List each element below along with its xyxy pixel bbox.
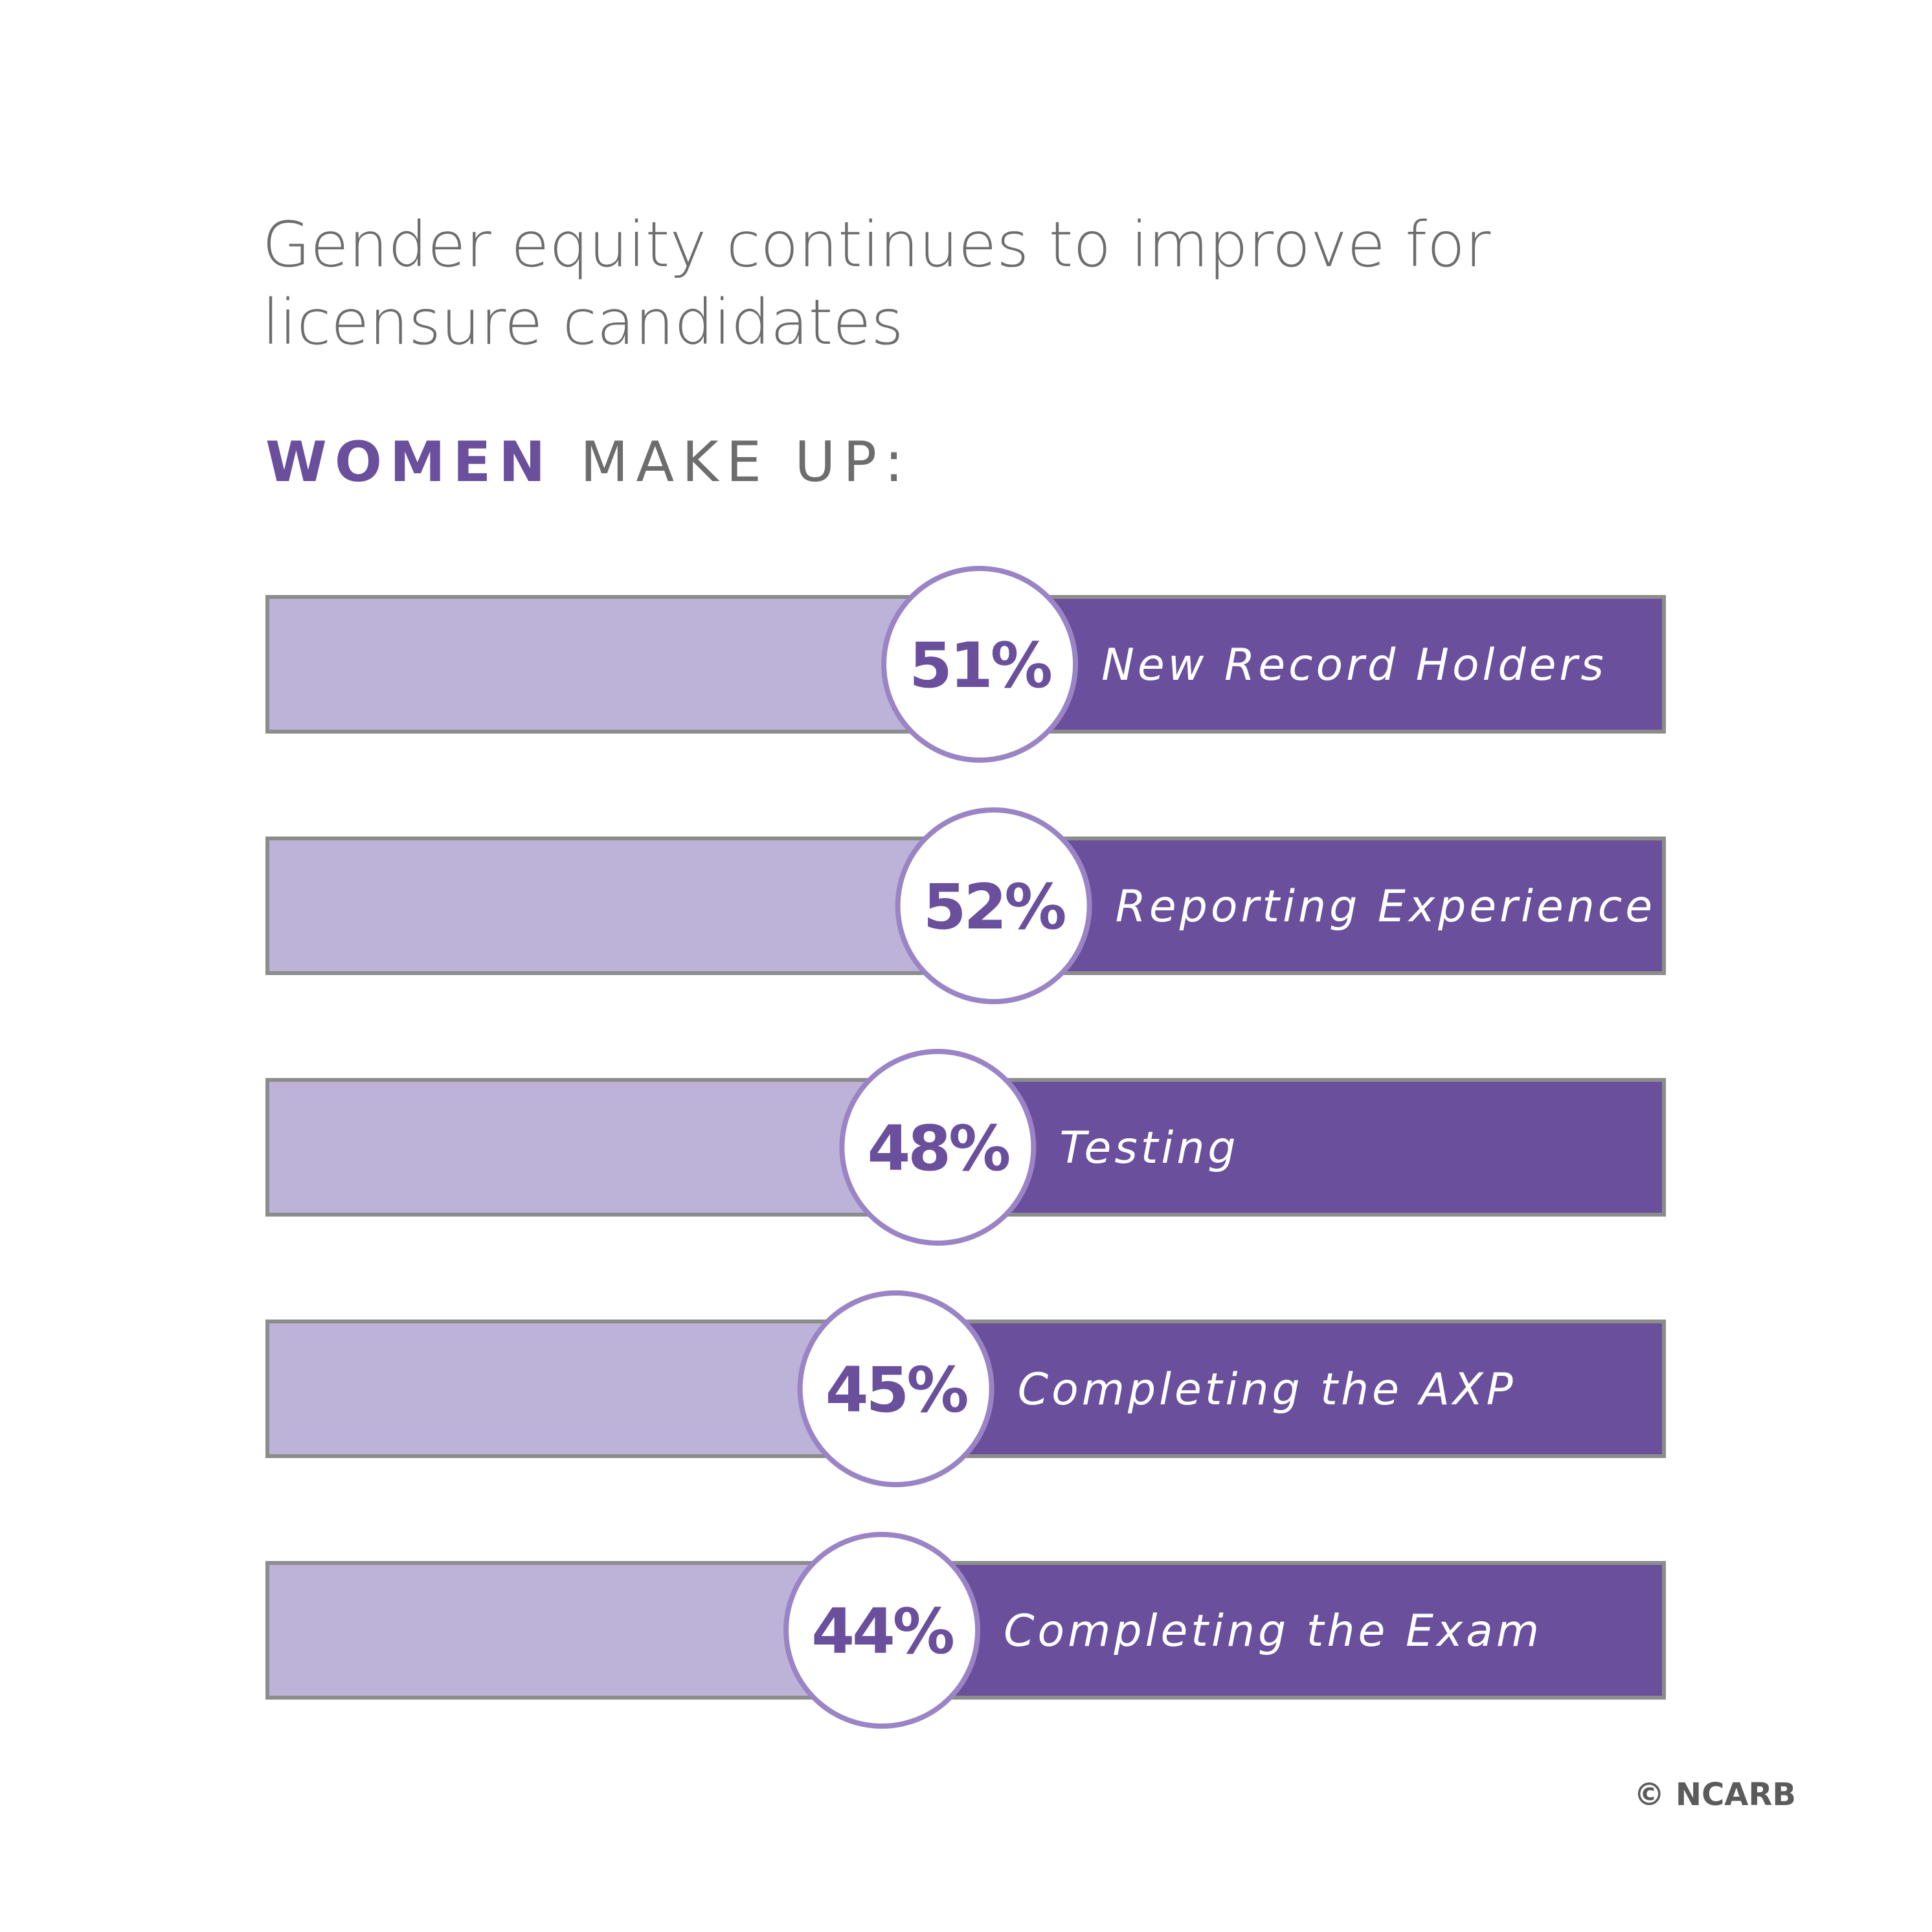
bar-row: 52% Reporting Experience <box>265 807 1666 1004</box>
value-circle <box>839 1049 1037 1246</box>
category-label: Reporting Experience <box>1116 881 1656 932</box>
bar-women <box>938 1080 1664 1215</box>
bar-row: 44% Completing the Exam <box>265 1532 1666 1729</box>
value-circle <box>797 1290 994 1487</box>
category-label: Completing the Exam <box>1004 1606 1542 1657</box>
category-label: New Record Holders <box>1101 640 1607 691</box>
category-label: Completing the AXP <box>1018 1364 1516 1415</box>
value-label: 51% <box>909 629 1051 702</box>
category-label: Testing <box>1059 1123 1239 1174</box>
bar-women <box>895 1321 1664 1456</box>
subheading-accent: WOMEN <box>265 430 554 495</box>
bar-row: 48% Testing <box>265 1049 1666 1246</box>
bar-outline <box>265 1561 1666 1700</box>
chart-title: Gender equity continues to improve for l… <box>262 208 1491 359</box>
value-label: 52% <box>923 871 1066 943</box>
bar-women <box>993 838 1664 973</box>
subheading-rest: MAKE UP: <box>580 430 912 495</box>
value-label: 45% <box>826 1354 968 1426</box>
value-label: 48% <box>867 1112 1009 1185</box>
bar-row: 51% New Record Holders <box>265 566 1666 763</box>
value-circle <box>881 566 1079 763</box>
copyright-credit: © NCARB <box>1634 1777 1796 1813</box>
bar-row: 45% Completing the AXP <box>265 1290 1666 1487</box>
chart-subheading: WOMEN MAKE UP: <box>265 429 911 496</box>
value-circle <box>895 807 1092 1004</box>
value-label: 44% <box>811 1595 954 1668</box>
value-circle <box>783 1532 981 1729</box>
bar-women <box>980 597 1664 732</box>
bar-women <box>882 1563 1664 1698</box>
